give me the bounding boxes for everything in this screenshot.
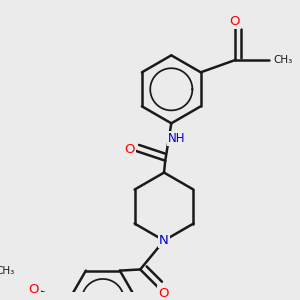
Text: O: O	[28, 283, 39, 296]
Text: O: O	[230, 15, 240, 28]
Text: CH₃: CH₃	[0, 266, 15, 276]
Text: N: N	[159, 234, 169, 247]
Text: NH: NH	[168, 132, 186, 146]
Text: CH₃: CH₃	[274, 55, 293, 65]
Text: O: O	[158, 286, 169, 299]
Text: O: O	[124, 143, 135, 156]
